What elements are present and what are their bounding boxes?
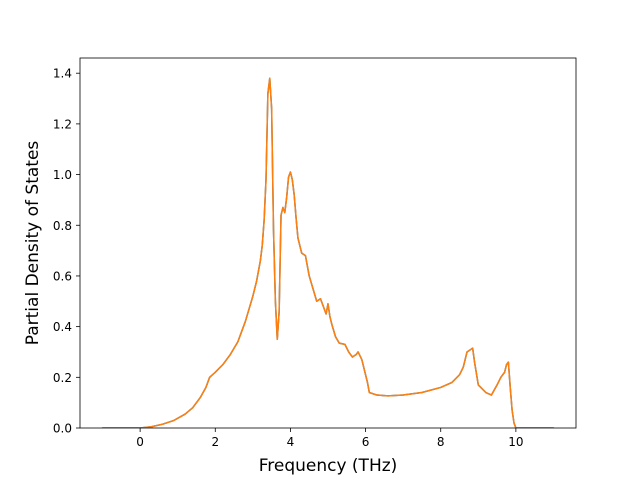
y-tick-label: 1.0 bbox=[53, 168, 72, 182]
y-tick-label: 0.0 bbox=[53, 422, 72, 436]
x-tick-label: 2 bbox=[211, 435, 219, 449]
y-tick-label: 0.2 bbox=[53, 371, 72, 385]
plot-frame bbox=[79, 57, 577, 429]
y-tick-label: 1.4 bbox=[53, 67, 72, 81]
y-axis-label: Partial Density of States bbox=[23, 141, 43, 346]
y-tick-label: 1.2 bbox=[53, 117, 72, 131]
x-tick-label: 0 bbox=[136, 435, 144, 449]
y-tick-label: 0.4 bbox=[53, 320, 72, 334]
series-layer bbox=[101, 77, 555, 428]
series-line-2 bbox=[101, 77, 555, 428]
x-tick-label: 10 bbox=[508, 435, 523, 449]
y-tick-label: 0.6 bbox=[53, 269, 72, 283]
x-axis-label: Frequency (THz) bbox=[259, 456, 398, 476]
x-tick-label: 6 bbox=[362, 435, 370, 449]
x-axis-ticks: 0 2 4 6 8 10 bbox=[136, 428, 524, 449]
x-tick-label: 4 bbox=[287, 435, 295, 449]
y-tick-label: 0.8 bbox=[53, 219, 72, 233]
y-axis-ticks: 0.0 0.2 0.4 0.6 0.8 1.0 1.2 1.4 bbox=[53, 67, 80, 436]
x-tick-label: 8 bbox=[437, 435, 445, 449]
